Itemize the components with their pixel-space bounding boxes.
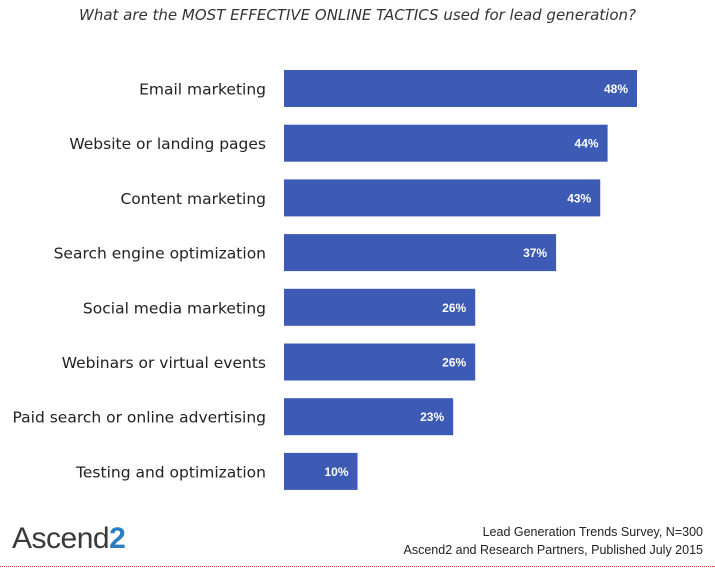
category-label-0: Email marketing — [139, 81, 266, 99]
category-label-4: Social media marketing — [83, 299, 266, 317]
value-label-6: 23% — [420, 410, 444, 424]
value-label-5: 26% — [442, 356, 466, 370]
source-line-1: Lead Generation Trends Survey, N=300 — [482, 525, 703, 539]
source-line-2: Ascend2 and Research Partners, Published… — [403, 543, 704, 557]
value-label-4: 26% — [442, 301, 466, 315]
source-footer: Lead Generation Trends Survey, N=300 Asc… — [404, 523, 704, 559]
ascend2-logo: Ascend2 — [12, 522, 126, 556]
value-label-3: 37% — [523, 246, 547, 260]
bar-7 — [284, 452, 358, 490]
value-label-1: 44% — [575, 137, 599, 151]
category-label-6: Paid search or online advertising — [13, 409, 266, 427]
bar-2 — [284, 179, 601, 217]
bar-6 — [284, 398, 454, 436]
category-label-3: Search engine optimization — [54, 245, 266, 263]
category-label-2: Content marketing — [120, 190, 266, 208]
bar-chart-plot: Email marketing 48% Website or landing pag… — [13, 70, 637, 490]
value-label-0: 48% — [604, 82, 628, 96]
bar-5 — [284, 343, 476, 381]
bar-0 — [284, 70, 637, 107]
logo-number: 2 — [109, 522, 126, 555]
category-label-5: Webinars or virtual events — [62, 354, 266, 372]
category-label-1: Website or landing pages — [69, 135, 266, 153]
category-label-7: Testing and optimization — [75, 463, 266, 481]
chart-title: What are the MOST EFFECTIVE ONLINE TACTI… — [79, 6, 636, 24]
value-label-7: 10% — [325, 465, 349, 479]
logo-word: Ascend — [12, 522, 110, 555]
bottom-divider — [0, 566, 715, 567]
bar-3 — [284, 234, 557, 272]
value-label-2: 43% — [567, 191, 591, 205]
bar-1 — [284, 124, 608, 162]
bar-4 — [284, 288, 476, 326]
